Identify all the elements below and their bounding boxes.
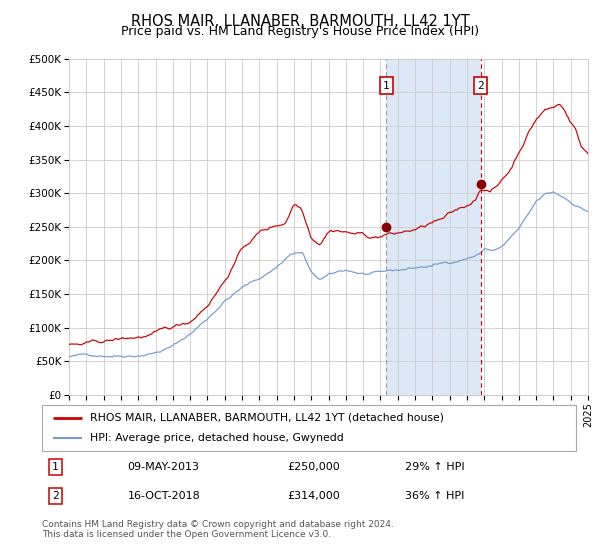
Text: 1: 1 <box>52 463 59 472</box>
Text: RHOS MAIR, LLANABER, BARMOUTH, LL42 1YT (detached house): RHOS MAIR, LLANABER, BARMOUTH, LL42 1YT … <box>90 413 444 423</box>
Text: 1: 1 <box>383 81 390 91</box>
Text: Contains HM Land Registry data © Crown copyright and database right 2024.: Contains HM Land Registry data © Crown c… <box>42 520 394 529</box>
Text: Price paid vs. HM Land Registry's House Price Index (HPI): Price paid vs. HM Land Registry's House … <box>121 25 479 38</box>
Bar <box>386 59 481 395</box>
Text: HPI: Average price, detached house, Gwynedd: HPI: Average price, detached house, Gwyn… <box>90 433 344 443</box>
Text: 29% ↑ HPI: 29% ↑ HPI <box>405 463 465 472</box>
Text: 09-MAY-2013: 09-MAY-2013 <box>127 463 199 472</box>
Text: £250,000: £250,000 <box>287 463 340 472</box>
Text: 16-OCT-2018: 16-OCT-2018 <box>127 491 200 501</box>
Text: This data is licensed under the Open Government Licence v3.0.: This data is licensed under the Open Gov… <box>42 530 331 539</box>
Text: 2: 2 <box>477 81 484 91</box>
Text: 2: 2 <box>52 491 59 501</box>
Text: RHOS MAIR, LLANABER, BARMOUTH, LL42 1YT: RHOS MAIR, LLANABER, BARMOUTH, LL42 1YT <box>131 14 469 29</box>
Text: £314,000: £314,000 <box>287 491 340 501</box>
Text: 36% ↑ HPI: 36% ↑ HPI <box>405 491 464 501</box>
